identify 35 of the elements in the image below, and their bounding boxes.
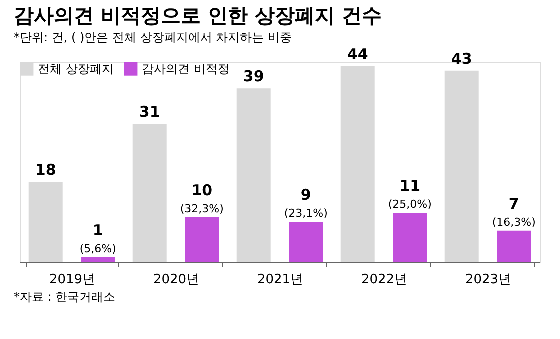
data-label: 43 [451,50,472,68]
bar [236,88,271,262]
x-tick-label: 2021년 [257,272,304,288]
data-label: 10 [192,182,213,200]
annotation: (5,6%) [80,242,116,256]
annotation: (23,1%) [284,207,328,220]
x-tick-label: 2019년 [49,272,96,288]
data-label: 18 [35,161,56,179]
data-label: 44 [347,45,368,64]
bar [497,230,532,262]
data-label: 7 [508,194,520,213]
x-tick-label: 2023년 [465,272,512,288]
bar [289,222,324,262]
bar [393,213,428,262]
x-tick-label: 2022년 [361,272,408,288]
annotation: (25,0%) [388,198,432,212]
bar [340,66,375,262]
annotation: (32,3%) [180,202,224,216]
legend-label: 감사의견 비적정 [142,62,230,76]
data-label: 9 [300,186,312,204]
bar [28,182,63,262]
bar [444,70,479,262]
annotation: (16,3%) [492,216,536,229]
data-label: 39 [243,68,264,86]
chart-subtitle: *단위: 건, ( )안은 전체 상장폐지에서 차지하는 비중 [14,30,292,44]
bar [185,218,220,262]
chart-title: 감사의견 비적정으로 인한 상장폐지 건수 [14,3,382,28]
legend-label: 전체 상장폐지 [38,62,114,76]
data-label: 1 [92,222,104,240]
bar [132,124,167,262]
text: *자료 : 한국거래소 [14,290,116,304]
x-tick-label: 2020년 [153,272,200,288]
bar [81,258,116,262]
data-label: 31 [139,103,160,122]
data-label: 11 [400,177,421,196]
